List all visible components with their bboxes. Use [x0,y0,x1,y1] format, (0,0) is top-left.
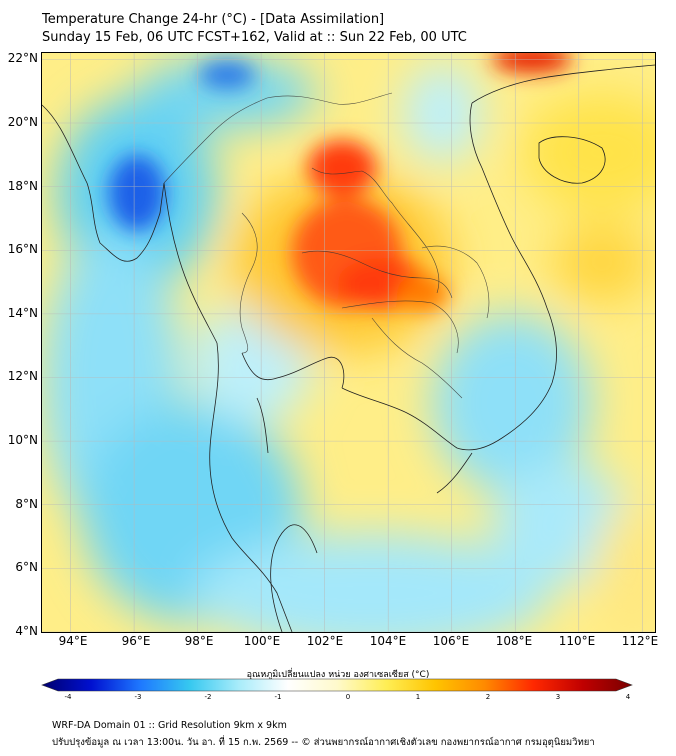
colorbar-tick: 2 [485,693,491,701]
colorbar-tick: -4 [64,693,72,701]
temperature-map [42,53,655,632]
lon-label-110e: 110°E [558,634,596,648]
model-info: WRF-DA Domain 01 :: Grid Resolution 9km … [52,720,287,731]
graticule [42,53,655,632]
colorbar-tick: -3 [134,693,142,701]
lon-label-112e: 112°E [621,634,659,648]
lat-label-16n: 16°N [7,242,38,256]
colorbar-tick: 0 [345,693,351,701]
lat-label-6n: 6°N [15,560,38,574]
colorbar-title: อุณหภูมิเปลี่ยนแปลง หน่วย องศาเซลเซียส (… [246,670,430,680]
lon-label-96e: 96°E [121,634,151,648]
lon-label-108e: 108°E [495,634,533,648]
colorbar-tick: 4 [625,693,631,701]
colorbar-tick: -1 [274,693,282,701]
lat-label-12n: 12°N [7,369,38,383]
chart-subtitle: Sunday 15 Feb, 06 UTC FCST+162, Valid at… [42,30,467,45]
colorbar-tick: -2 [204,693,212,701]
lat-label-20n: 20°N [7,115,38,129]
lat-label-22n: 22°N [7,51,38,65]
lat-label-4n: 4°N [15,624,38,638]
lon-label-100e: 100°E [243,634,281,648]
lat-label-14n: 14°N [7,306,38,320]
country-borders [163,92,490,399]
colorbar-tick: 3 [555,693,561,701]
map-panel [41,52,656,633]
coastlines [42,64,655,632]
colorbar-gradient [41,678,633,692]
lat-label-18n: 18°N [7,179,38,193]
temperature-field-cores [109,53,572,311]
lat-label-10n: 10°N [7,433,38,447]
lon-label-106e: 106°E [432,634,470,648]
lon-label-94e: 94°E [58,634,88,648]
lon-label-98e: 98°E [184,634,214,648]
update-credit: ปรับปรุงข้อมูล ณ เวลา 13:00น. วัน อา. ที… [52,737,595,748]
chart-title: Temperature Change 24-hr (°C) - [Data As… [42,12,385,27]
colorbar-tick: 1 [415,693,421,701]
lon-label-104e: 104°E [369,634,407,648]
colorbar [41,678,633,692]
lon-label-102e: 102°E [306,634,344,648]
temperature-field [42,58,655,632]
lat-label-8n: 8°N [15,497,38,511]
